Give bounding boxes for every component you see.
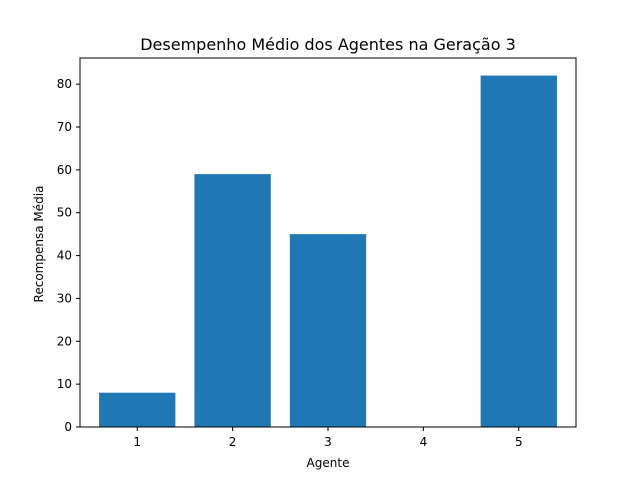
x-tick-label: 3	[324, 435, 332, 449]
y-tick-label: 50	[57, 206, 72, 220]
bar-agent-1	[99, 392, 176, 427]
y-tick-label: 70	[57, 120, 72, 134]
y-tick-label: 20	[57, 334, 72, 348]
bars-group	[99, 75, 557, 428]
bar-agent-2	[194, 174, 271, 427]
y-axis-ticks: 0 10 20 30 40 50 60 70 80	[57, 77, 80, 434]
x-tick-label: 2	[229, 435, 237, 449]
y-axis-label: Recompensa Média	[32, 186, 46, 303]
plot-frame	[79, 57, 577, 428]
y-tick-label: 30	[57, 291, 72, 305]
x-tick-label: 5	[515, 435, 523, 449]
y-tick-label: 10	[57, 377, 72, 391]
y-tick-label: 0	[64, 420, 72, 434]
chart-title: Desempenho Médio dos Agentes na Geração …	[140, 35, 516, 54]
x-axis-label: Agente	[307, 456, 350, 470]
x-tick-label: 4	[420, 435, 428, 449]
bar-agent-5	[480, 75, 557, 428]
y-tick-label: 40	[57, 249, 72, 263]
y-tick-label: 60	[57, 163, 72, 177]
x-axis-ticks: 1 2 3 4 5	[133, 427, 523, 449]
bar-agent-3	[289, 234, 367, 427]
y-tick-label: 80	[57, 77, 72, 91]
x-tick-label: 1	[133, 435, 141, 449]
